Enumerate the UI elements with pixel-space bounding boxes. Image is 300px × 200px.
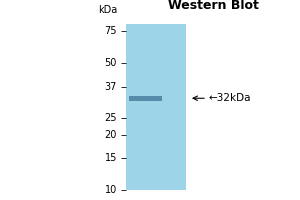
Bar xyxy=(129,96,162,101)
Bar xyxy=(126,24,186,190)
Text: 75: 75 xyxy=(104,26,117,36)
Text: 50: 50 xyxy=(105,58,117,68)
Text: 15: 15 xyxy=(105,153,117,163)
Text: 10: 10 xyxy=(105,185,117,195)
Text: 25: 25 xyxy=(104,113,117,123)
Text: 37: 37 xyxy=(105,82,117,92)
Text: ←32kDa: ←32kDa xyxy=(208,93,251,103)
Text: 20: 20 xyxy=(105,130,117,140)
Text: kDa: kDa xyxy=(98,5,117,15)
Text: Western Blot: Western Blot xyxy=(168,0,258,12)
